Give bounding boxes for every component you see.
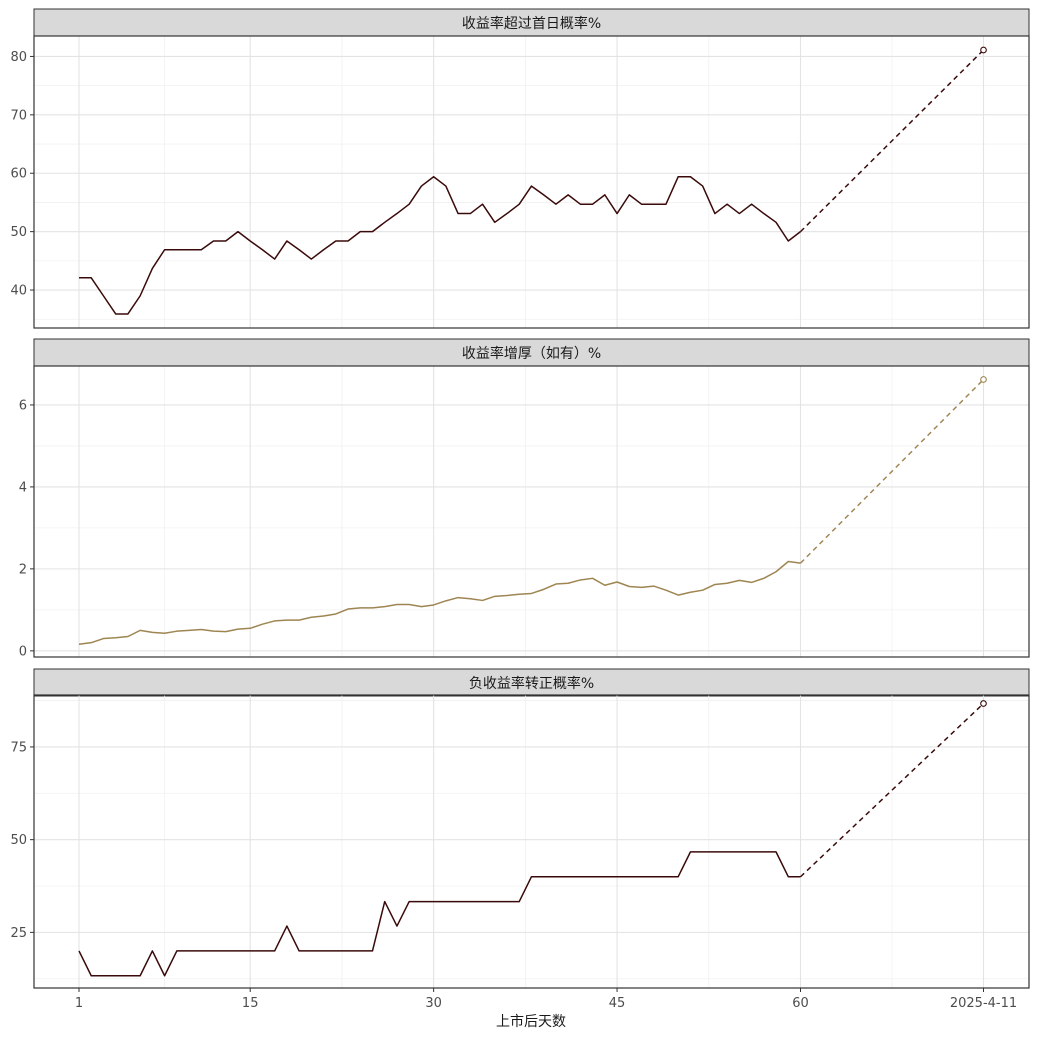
x-tick-label: 60 [792,996,809,1011]
y-tick-label: 50 [10,225,27,240]
projection-point [980,376,987,383]
series-line [78,851,801,977]
facet-strip [33,8,1030,37]
facet-title: 收益率超过首日概率% [462,15,601,32]
y-tick-label: 50 [10,833,27,848]
y-tick-label: 25 [10,926,27,941]
facet-panel: 负收益率转正概率% 25 50 75 [10,668,1030,989]
series-line [78,560,801,646]
projection-line [799,702,985,878]
x-tick-label: 2025-4-11 [950,996,1017,1011]
y-tick-label: 80 [10,50,27,65]
facet-strip [33,668,1030,697]
y-tick-label: 60 [10,167,27,182]
projection-point [980,46,987,54]
y-tick-label: 6 [19,398,27,413]
y-tick-label: 0 [19,644,27,659]
y-tick-label: 70 [10,108,27,123]
panel-border [33,694,1030,989]
projection-point [980,700,987,707]
projection-line [799,49,985,233]
x-tick-label: 45 [609,996,626,1011]
x-tick-label: 1 [75,996,83,1011]
panel-border [33,365,1030,658]
panel-border [33,35,1030,329]
projection-line [799,378,985,564]
x-axis-title: 上市后天数 [496,1013,566,1030]
y-tick-label: 4 [19,480,27,495]
facet-title: 负收益率转正概率% [469,675,594,692]
y-tick-label: 75 [10,740,27,755]
facet-panel: 收益率增厚（如有）% 0 2 4 6 [19,338,1030,659]
facet-title: 收益率增厚（如有）% [462,345,601,362]
x-tick-label: 15 [242,996,259,1011]
facet-panel: 收益率超过首日概率% 40 50 60 70 80 [10,8,1030,329]
y-tick-label: 40 [10,284,27,299]
y-tick-label: 2 [19,562,27,577]
series-line [79,175,801,315]
x-tick-label: 30 [425,996,442,1011]
facet-strip [33,338,1030,367]
